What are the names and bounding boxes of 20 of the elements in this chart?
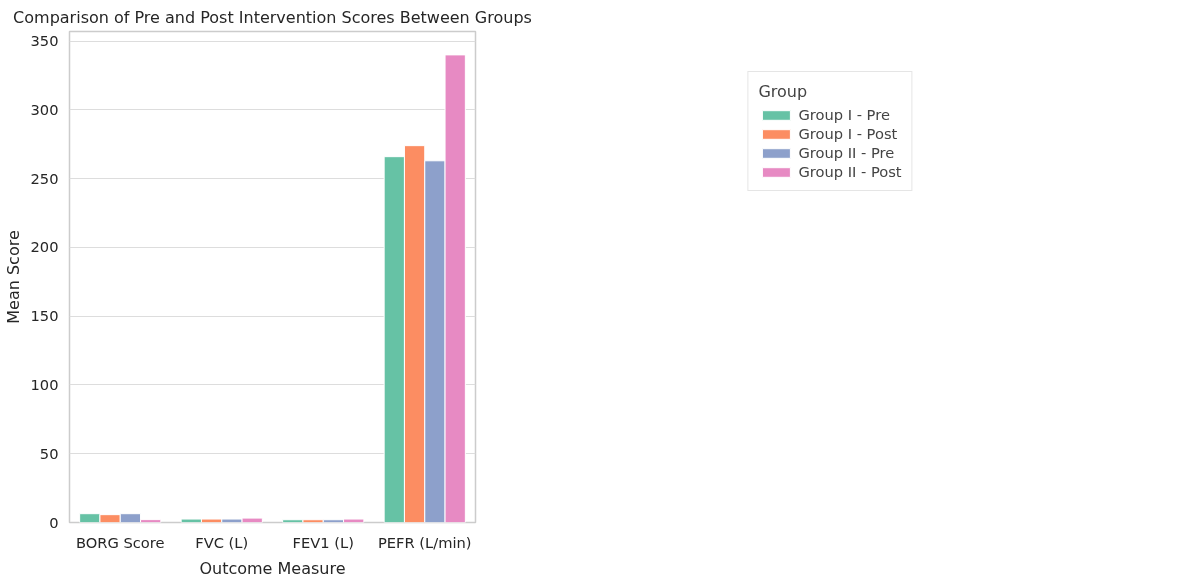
y-tick-label: 0 — [49, 513, 59, 531]
y-tick-label: 150 — [30, 307, 59, 325]
x-axis-title: Outcome Measure — [199, 558, 346, 578]
legend-title: Group — [758, 82, 809, 101]
y-tick-label: 250 — [30, 169, 59, 187]
x-tick-label: FEV1 (L) — [292, 533, 354, 551]
legend-label: Group I - Post — [798, 125, 898, 142]
y-tick-label: 350 — [30, 32, 59, 50]
y-tick-label: 50 — [39, 444, 59, 462]
legend-label: Group II - Post — [798, 163, 902, 180]
y-tick-label: 200 — [30, 238, 59, 256]
x-tick-label: BORG Score — [75, 533, 165, 551]
x-tick-label: FVC (L) — [195, 533, 249, 551]
y-tick-label: 100 — [30, 375, 59, 393]
legend-label: Group I - Pre — [798, 106, 890, 123]
chart-title: Comparison of Pre and Post Intervention Scores Between Groups — [13, 7, 532, 27]
y-axis-title: Mean Score — [3, 230, 23, 324]
y-tick-label: 300 — [30, 100, 59, 118]
x-tick-label: PEFR (L/min) — [377, 533, 472, 551]
legend-label: Group II - Pre — [798, 144, 895, 161]
